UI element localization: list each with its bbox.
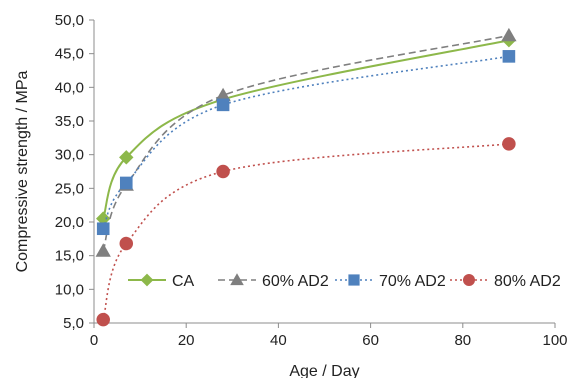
legend-label: 60% AD2	[262, 273, 329, 290]
legend-label: CA	[172, 273, 195, 290]
legend: CA 60% AD2 70% AD2 80% AD2	[128, 273, 561, 290]
y-tick-label: 25,0	[55, 180, 84, 197]
x-tick-label: 80	[454, 332, 471, 349]
data-point	[215, 87, 231, 102]
legend-marker	[140, 273, 154, 287]
data-point	[119, 236, 134, 251]
series-layer	[95, 27, 517, 327]
y-tick-label: 50,0	[55, 12, 84, 29]
series-line	[102, 143, 509, 320]
y-tick-label: 20,0	[55, 214, 84, 231]
legend-item: 60% AD2	[218, 273, 329, 290]
series-70-ad2	[96, 50, 516, 236]
y-tick-label: 30,0	[55, 147, 84, 164]
series-line	[102, 39, 510, 219]
series-60-ad2	[95, 27, 517, 257]
data-point	[502, 50, 516, 63]
y-tick-label: 40,0	[55, 79, 84, 96]
x-tick-label: 100	[542, 332, 567, 349]
series-line	[102, 55, 510, 230]
data-point	[96, 312, 110, 327]
series-80-ad2	[96, 137, 516, 327]
series-ca	[96, 33, 517, 226]
legend-item: CA	[128, 273, 195, 290]
x-tick-label: 0	[90, 332, 98, 349]
y-axis-title: Compressive strength / MPa	[14, 70, 31, 272]
x-tick-label: 60	[362, 332, 379, 349]
y-tick-label: 45,0	[55, 46, 84, 63]
series-line	[102, 34, 510, 252]
y-tick-label: 10,0	[55, 281, 84, 298]
legend-label: 80% AD2	[494, 273, 561, 290]
data-point	[216, 98, 230, 112]
data-point	[216, 164, 230, 179]
data-point	[119, 176, 133, 190]
legend-label: 70% AD2	[379, 273, 446, 290]
x-tick-label: 20	[178, 332, 195, 349]
legend-marker	[230, 273, 244, 286]
legend-marker	[348, 274, 360, 286]
axes: 5,0 10,0 15,0 20,0 25,0 30,0 35,0 40,0 45,0 50,0 0…	[55, 12, 568, 349]
data-point	[501, 27, 517, 42]
data-point	[119, 150, 134, 165]
data-point	[96, 222, 110, 236]
legend-item: 80% AD2	[450, 273, 561, 290]
y-tick-label: 35,0	[55, 113, 84, 130]
y-tick-label: 15,0	[55, 248, 84, 265]
data-point	[502, 137, 516, 151]
x-axis-title: Age / Day	[289, 363, 359, 378]
data-point	[95, 243, 111, 257]
legend-item: 70% AD2	[335, 273, 446, 290]
x-tick-label: 40	[270, 332, 287, 349]
data-point	[96, 211, 111, 226]
y-tick-label: 5,0	[63, 315, 84, 332]
legend-marker	[463, 274, 475, 286]
